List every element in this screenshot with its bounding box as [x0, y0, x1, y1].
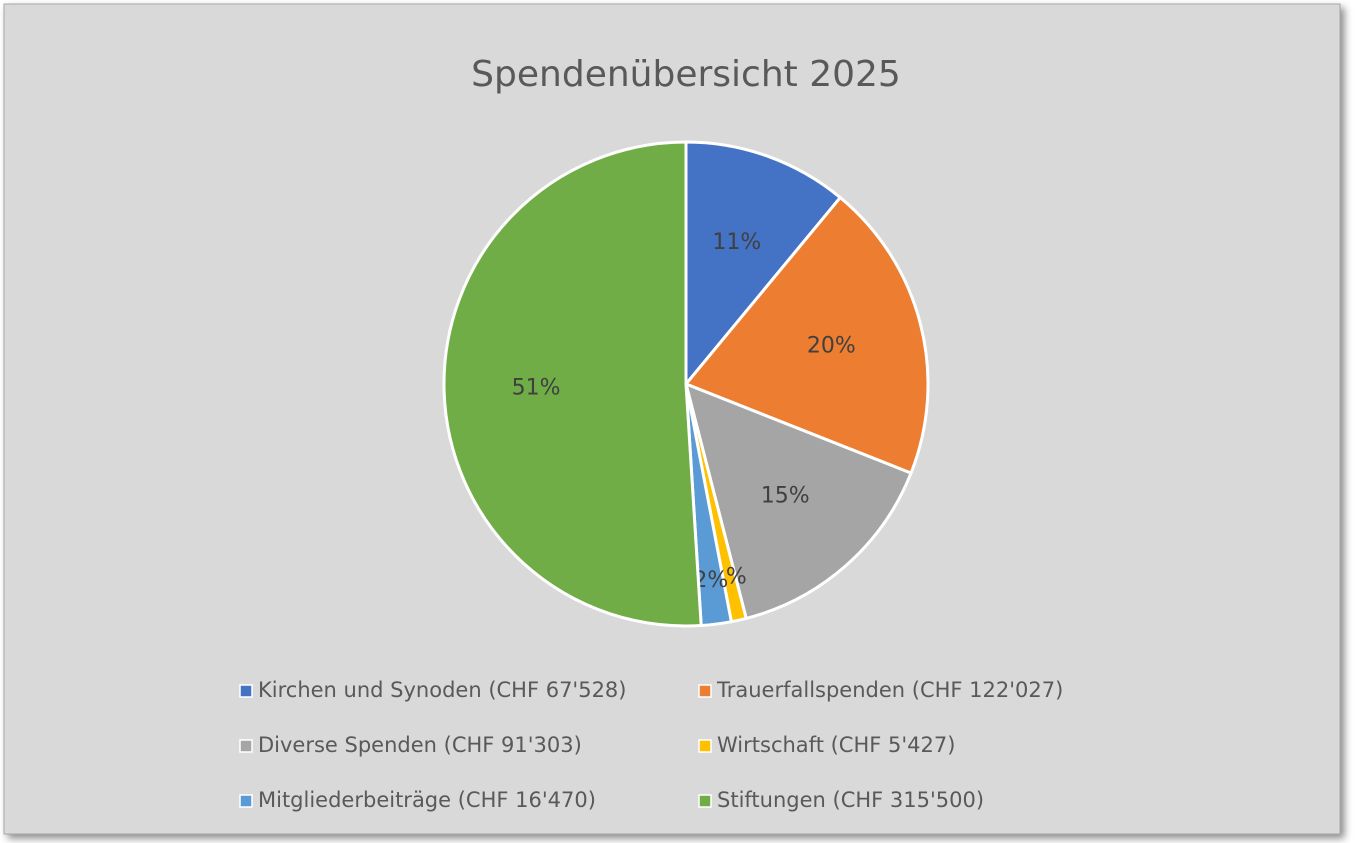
legend-label: Stiftungen (CHF 315'500): [717, 788, 984, 812]
pie-slice: [683, 381, 913, 621]
legend-swatch: [698, 684, 712, 698]
legend-swatch: [239, 739, 253, 753]
pie-slice: [683, 195, 930, 476]
legend-swatch: [698, 739, 712, 753]
legend-label: Kirchen und Synoden (CHF 67'528): [258, 678, 626, 702]
legend-swatch: [698, 794, 712, 808]
pie-slice: [684, 140, 843, 389]
legend-swatch: [239, 794, 253, 808]
legend-label: Mitgliederbeiträge (CHF 16'470): [258, 788, 596, 812]
pie-slice: [442, 140, 703, 628]
chart-title: Spendenübersicht 2025: [471, 54, 901, 95]
data-label: 51%: [512, 376, 561, 401]
legend-swatch: [239, 684, 253, 698]
legend-label: Wirtschaft (CHF 5'427): [717, 733, 955, 757]
data-label: 11%: [712, 230, 761, 255]
data-label: 20%: [807, 334, 856, 359]
legend-label: Diverse Spenden (CHF 91'303): [258, 733, 582, 757]
data-label: 15%: [761, 484, 810, 509]
legend-label: Trauerfallspenden (CHF 122'027): [716, 678, 1063, 702]
